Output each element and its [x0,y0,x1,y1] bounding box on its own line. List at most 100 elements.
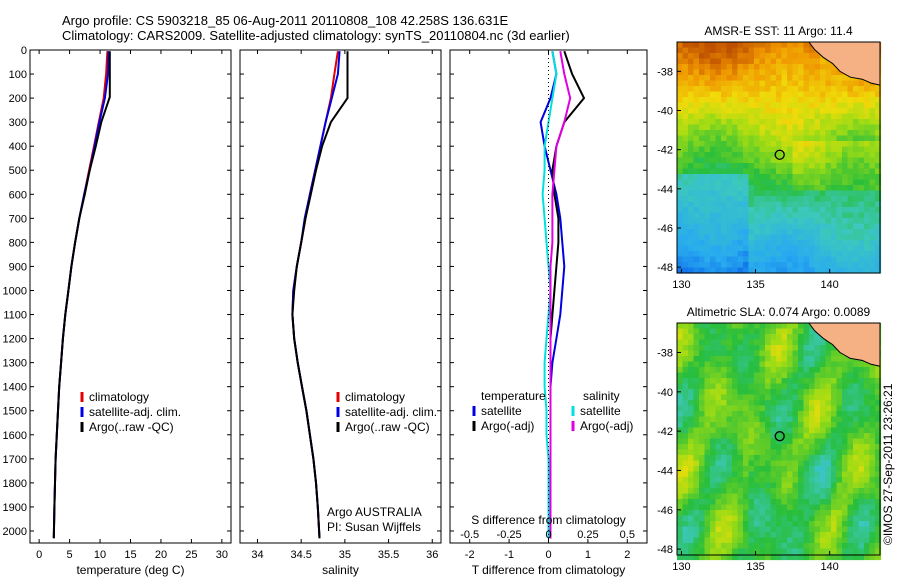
map-cell [798,493,805,500]
map-cell [858,411,865,418]
map-cell [853,229,860,236]
x-axis-label: salinity [322,563,359,577]
map-cell [748,157,755,164]
map-cell [847,554,854,561]
map-cell [721,466,728,473]
map-cell [842,229,849,236]
map-cell [732,482,739,489]
map-cell [842,493,849,500]
map-cell [858,201,865,208]
map-cell [803,102,810,109]
map-cell [847,113,854,120]
map-cell [754,207,761,214]
map-cell [781,548,788,555]
map-cell [754,543,761,550]
map-cell [682,212,689,219]
map-cell [699,75,706,82]
map-cell [704,328,711,335]
map-cell [781,328,788,335]
map-cell [798,372,805,379]
map-cell [677,367,684,374]
map-cell [721,548,728,555]
map-cell [825,510,832,517]
map-cell [842,372,849,379]
map-cell [737,350,744,357]
map-cell [825,537,832,544]
map-cell [688,168,695,175]
map-cell [765,405,772,412]
map-cell [836,229,843,236]
map-cell [754,91,761,98]
map-cell [842,130,849,137]
map-cell [693,334,700,341]
map-cell [704,504,711,511]
map-cell [847,251,854,258]
y-tick-label: 1400 [3,382,27,394]
map-cell [842,80,849,87]
map-cell [721,212,728,219]
map-cell [699,328,706,335]
map-cell [831,493,838,500]
map-cell [869,163,876,170]
map-cell [754,499,761,506]
map-cell [765,488,772,495]
map-cell [781,53,788,60]
map-cell [831,64,838,71]
map-cell [726,339,733,346]
map-cell [721,179,728,186]
map-cell [776,251,783,258]
map-cell [688,372,695,379]
map-cell [677,47,684,54]
map-cell [682,433,689,440]
map-cell [792,455,799,462]
map-cell [787,113,794,120]
map-cell [759,146,766,153]
map-cell [864,438,871,445]
map-cell [825,119,832,126]
map-cell [688,383,695,390]
map-cell [743,328,750,335]
map-cell [809,119,816,126]
map-cell [737,361,744,368]
map-cell [803,124,810,131]
map-cell [710,438,717,445]
map-cell [677,323,684,330]
map-cell [836,510,843,517]
map-cell [853,477,860,484]
map-cell [710,537,717,544]
map-cell [809,438,816,445]
map-cell [693,267,700,274]
map-cell [809,245,816,252]
map-cell [831,510,838,517]
map-cell [677,262,684,269]
map-cell [737,521,744,528]
map-cell [721,411,728,418]
map-cell [781,262,788,269]
map-cell [682,190,689,197]
map-cell [853,201,860,208]
map-cell [798,460,805,467]
map-cell [814,185,821,192]
map-cell [710,240,717,247]
map-cell [721,422,728,429]
map-cell [869,119,876,126]
map-cell [737,548,744,555]
map-cell [748,521,755,528]
map-cell [732,433,739,440]
map-cell [814,482,821,489]
map-cell [699,427,706,434]
map-cell [809,334,816,341]
map-cell [809,532,816,539]
y-tick-label: -38 [657,66,673,78]
map-cell [809,361,816,368]
map-cell [858,493,865,500]
map-cell [809,449,816,456]
map-cell [770,411,777,418]
map-cell [836,537,843,544]
map-cell [732,42,739,49]
map-cell [847,521,854,528]
map-cell [737,80,744,87]
map-cell [864,267,871,274]
map-cell [770,416,777,423]
map-cell [831,532,838,539]
